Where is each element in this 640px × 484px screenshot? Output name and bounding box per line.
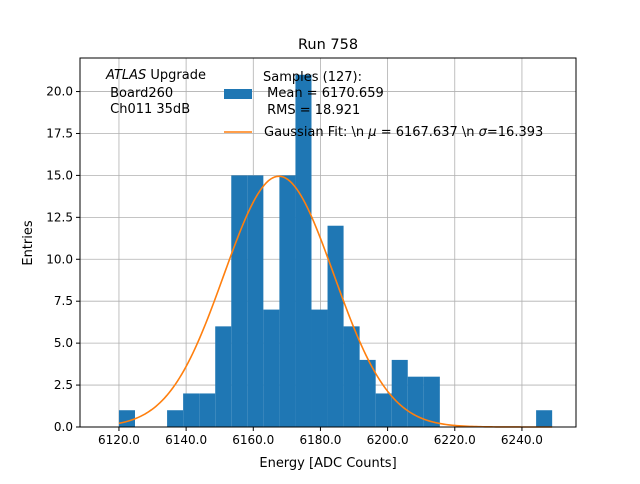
histogram-bar: [327, 225, 344, 427]
y-tick-label: 12.5: [46, 210, 73, 224]
histogram-bar: [263, 309, 280, 427]
legend-fit-label: Gaussian Fit: \n μ = 6167.637 \n σ=16.39…: [264, 125, 543, 140]
x-axis-ticks: 6120.0 6140.0 6160.0 6180.0 6200.0 6220.0 6240…: [98, 427, 543, 447]
histogram-bar: [359, 359, 376, 427]
x-tick-label: 6160.0: [232, 433, 274, 447]
legend-hist-line3: RMS = 18.921: [263, 103, 360, 118]
histogram-bar: [536, 410, 553, 427]
y-tick-label: 5.0: [54, 336, 73, 350]
x-tick-label: 6180.0: [299, 433, 341, 447]
svg-text:ATLAS Upgrade: ATLAS Upgrade: [105, 68, 206, 83]
histogram-bar: [423, 376, 440, 427]
atlas-label: ATLAS: [105, 68, 146, 83]
x-tick-label: 6220.0: [434, 433, 476, 447]
channel-label: Ch011 35dB: [106, 102, 190, 117]
y-axis-label: Entries: [21, 220, 36, 266]
histogram-bar: [183, 393, 200, 427]
y-tick-label: 17.5: [46, 126, 73, 140]
histogram-bar: [118, 410, 135, 427]
x-tick-label: 6200.0: [367, 433, 409, 447]
legend-fit-sigma: =16.393: [487, 125, 543, 140]
histogram-bar: [375, 393, 392, 427]
sigma-symbol: σ: [479, 125, 488, 140]
histogram-bar: [279, 175, 296, 427]
y-tick-label: 10.0: [46, 252, 73, 266]
legend-hist-line2: Mean = 6170.659: [263, 86, 384, 101]
histogram-bar: [407, 376, 424, 427]
histogram-bars: [118, 74, 553, 427]
histogram-bar: [391, 359, 408, 427]
legend-fit-mu: = 6167.637 \n: [377, 125, 479, 140]
y-tick-label: 15.0: [46, 168, 73, 182]
histogram-bar: [295, 74, 312, 427]
legend-hist-line1: Samples (127):: [263, 70, 362, 85]
grid: [80, 58, 576, 428]
histogram-bar: [199, 393, 216, 427]
histogram-bar: [231, 175, 248, 427]
histogram-bar: [247, 175, 264, 427]
legend-hist-swatch: [224, 89, 252, 99]
y-axis-ticks: 0.0 2.5 5.0 7.5 10.0 12.5 15.0 17.5 20.0: [46, 85, 80, 434]
histogram-bar: [311, 309, 328, 427]
histogram-bar: [167, 410, 184, 427]
legend: Samples (127): Mean = 6170.659 RMS = 18.…: [224, 70, 543, 140]
upgrade-label: Upgrade: [146, 68, 206, 83]
x-axis-label: Energy [ADC Counts]: [259, 456, 396, 471]
x-tick-label: 6240.0: [501, 433, 543, 447]
y-tick-label: 0.0: [54, 420, 73, 434]
board-label: Board260: [106, 86, 173, 101]
histogram-bar: [343, 326, 360, 427]
x-tick-label: 6120.0: [98, 433, 140, 447]
y-tick-label: 20.0: [46, 85, 73, 99]
plot-frame: [79, 57, 577, 428]
x-tick-label: 6140.0: [165, 433, 207, 447]
mu-symbol: μ: [367, 125, 376, 140]
histogram-bar: [215, 326, 232, 427]
y-tick-label: 7.5: [54, 294, 73, 308]
legend-fit-prefix: Gaussian Fit: \n: [264, 125, 368, 140]
atlas-annotation: ATLAS Upgrade Board260 Ch011 35dB: [105, 68, 206, 117]
y-tick-label: 2.5: [54, 378, 73, 392]
chart-title: Run 758: [298, 37, 358, 53]
